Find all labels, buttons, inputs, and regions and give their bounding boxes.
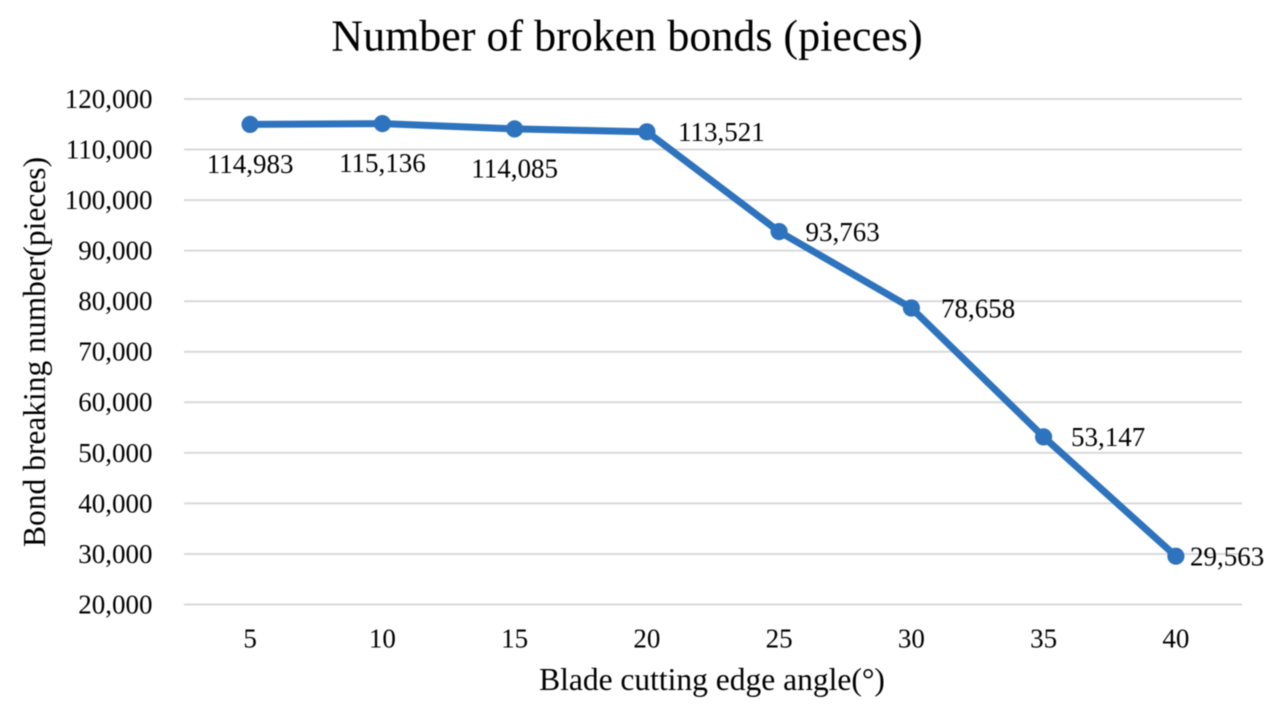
svg-text:90,000: 90,000 (78, 236, 152, 266)
svg-text:100,000: 100,000 (65, 185, 153, 215)
svg-text:113,521: 113,521 (678, 117, 765, 147)
svg-text:114,085: 114,085 (471, 154, 558, 184)
svg-text:120,000: 120,000 (65, 84, 153, 114)
svg-text:115,136: 115,136 (339, 148, 426, 178)
svg-text:25: 25 (766, 623, 793, 653)
svg-text:40,000: 40,000 (78, 488, 152, 518)
svg-text:80,000: 80,000 (78, 286, 152, 316)
svg-text:53,147: 53,147 (1071, 422, 1145, 452)
svg-text:40: 40 (1162, 623, 1189, 653)
svg-text:50,000: 50,000 (78, 438, 152, 468)
svg-text:20,000: 20,000 (78, 589, 152, 619)
svg-text:30,000: 30,000 (78, 539, 152, 569)
svg-text:10: 10 (369, 623, 396, 653)
svg-text:78,658: 78,658 (941, 293, 1015, 323)
svg-text:110,000: 110,000 (66, 135, 153, 165)
svg-text:70,000: 70,000 (78, 337, 152, 367)
svg-text:114,983: 114,983 (207, 149, 294, 179)
svg-text:Bond breaking number(pieces): Bond breaking number(pieces) (17, 157, 52, 547)
svg-text:20: 20 (633, 623, 660, 653)
svg-text:5: 5 (243, 623, 257, 653)
svg-text:Number of broken bonds (pieces: Number of broken bonds (pieces) (331, 12, 922, 61)
svg-text:35: 35 (1030, 623, 1057, 653)
svg-text:15: 15 (501, 623, 528, 653)
svg-text:30: 30 (898, 623, 925, 653)
svg-text:93,763: 93,763 (806, 217, 880, 247)
svg-text:Blade cutting edge angle(°): Blade cutting edge angle(°) (539, 662, 885, 697)
svg-text:29,563: 29,563 (1190, 541, 1264, 571)
svg-text:60,000: 60,000 (78, 387, 152, 417)
